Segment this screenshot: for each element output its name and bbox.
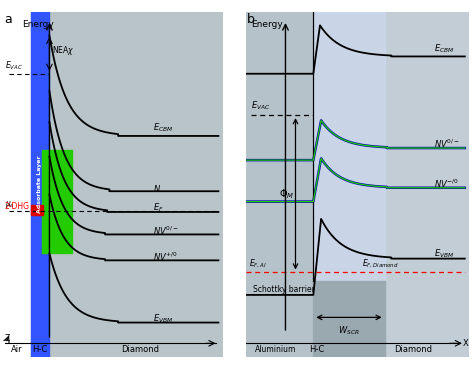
Bar xyxy=(246,12,313,357)
Text: $NV^{+/0}$: $NV^{+/0}$ xyxy=(153,251,178,263)
Text: $E_{CBM}$: $E_{CBM}$ xyxy=(434,42,454,55)
Text: Diamond: Diamond xyxy=(121,345,159,354)
Bar xyxy=(42,150,73,253)
Bar xyxy=(31,12,49,357)
Text: $W_{SCR}$: $W_{SCR}$ xyxy=(338,324,360,337)
Text: $NV^{-/0}$: $NV^{-/0}$ xyxy=(434,177,458,190)
Text: Diamond: Diamond xyxy=(394,345,433,354)
Text: b: b xyxy=(246,13,255,26)
Text: H-C: H-C xyxy=(309,345,324,354)
Text: $NV^{0/-}$: $NV^{0/-}$ xyxy=(153,225,179,237)
Bar xyxy=(313,12,384,281)
Text: NEA$\chi$: NEA$\chi$ xyxy=(52,44,74,57)
Text: Energy: Energy xyxy=(22,20,54,29)
Text: $E_F$: $E_F$ xyxy=(153,202,164,214)
Text: $E_{VAC}$: $E_{VAC}$ xyxy=(5,60,23,72)
Text: $\mu_a$: $\mu_a$ xyxy=(5,199,15,210)
Text: Adsorbate Layer: Adsorbate Layer xyxy=(36,156,42,213)
Text: a: a xyxy=(5,13,12,26)
Text: X: X xyxy=(463,339,468,348)
Text: $E_{VBM}$: $E_{VBM}$ xyxy=(153,313,173,325)
Text: Energy: Energy xyxy=(251,20,283,29)
Bar xyxy=(313,12,469,357)
Bar xyxy=(313,281,384,357)
Text: H-C: H-C xyxy=(32,345,47,354)
Text: $E_{CBM}$: $E_{CBM}$ xyxy=(153,122,173,134)
Text: $\Phi_M$: $\Phi_M$ xyxy=(279,187,294,201)
Bar xyxy=(31,12,223,357)
Text: Z: Z xyxy=(5,334,10,343)
Text: $N$: $N$ xyxy=(153,183,161,194)
Text: Schottky barrier: Schottky barrier xyxy=(253,285,315,294)
Bar xyxy=(5,12,31,357)
Text: 2-DHG: 2-DHG xyxy=(5,202,30,211)
Text: $E_{F, Diamond}$: $E_{F, Diamond}$ xyxy=(362,257,399,270)
Text: Air: Air xyxy=(11,345,23,354)
Text: $E_{VBM}$: $E_{VBM}$ xyxy=(434,248,454,260)
Text: $E_{VAC}$: $E_{VAC}$ xyxy=(251,99,270,112)
Text: $NV^{0/-}$: $NV^{0/-}$ xyxy=(434,137,459,150)
Bar xyxy=(31,205,43,215)
Text: Aluminium: Aluminium xyxy=(255,345,296,354)
Text: $E_{F,Al}$: $E_{F,Al}$ xyxy=(249,257,266,270)
